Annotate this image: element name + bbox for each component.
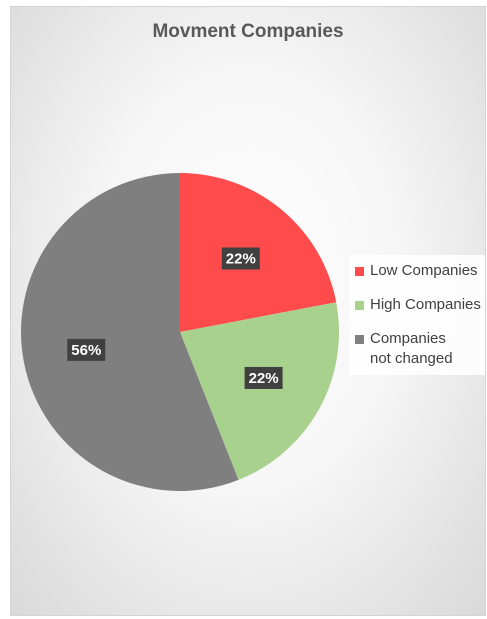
data-label-box xyxy=(244,366,283,389)
data-label-box xyxy=(221,247,260,270)
legend-label: Low Companies xyxy=(370,262,478,279)
legend-label: High Companies xyxy=(370,296,481,313)
pie-slice-high-companies xyxy=(180,302,339,480)
legend-item-not-changed: Companies not changed xyxy=(355,329,485,369)
legend-label: Companies not changed xyxy=(370,330,453,367)
chart-area: Movment Companies 22% 22% 56% Low Companie… xyxy=(10,6,486,616)
chart-title: Movment Companies xyxy=(152,21,344,42)
data-label-text: 22% xyxy=(226,250,256,267)
legend-swatch-high xyxy=(355,301,364,310)
data-label-high-companies: 22% xyxy=(244,366,283,389)
data-labels: 22% 22% 56% xyxy=(67,247,283,389)
data-label-low-companies: 22% xyxy=(221,247,260,270)
legend-swatch-low xyxy=(355,267,364,276)
pie-slice-companies-not-changed xyxy=(21,173,239,491)
pie-chart: 22% 22% 56% xyxy=(21,173,339,491)
data-label-text: 56% xyxy=(71,342,101,359)
data-label-companies-not-changed: 56% xyxy=(67,338,106,361)
data-label-box xyxy=(67,338,106,361)
legend-item-high-companies: High Companies xyxy=(355,295,485,315)
data-label-text: 22% xyxy=(249,370,279,387)
legend: Low Companies High Companies Companies n… xyxy=(349,255,485,375)
legend-swatch-not-changed xyxy=(355,335,364,344)
legend-item-low-companies: Low Companies xyxy=(355,261,485,281)
